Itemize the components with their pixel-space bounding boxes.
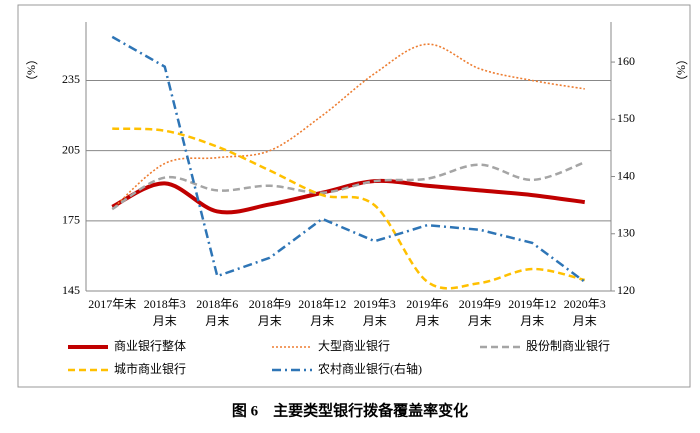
chart-frame — [17, 4, 691, 388]
series-line — [111, 178, 586, 215]
y-tick-label: 235 — [62, 72, 80, 86]
x-tick-label: 月末 — [153, 314, 177, 328]
y2-tick-label: 130 — [617, 226, 635, 240]
x-tick-label: 月末 — [205, 314, 229, 328]
y-tick-label: 175 — [62, 213, 80, 227]
series-line — [111, 35, 586, 283]
x-tick-label: 2019年3 — [354, 297, 396, 311]
y2-axis-label: （%） — [674, 53, 688, 87]
x-tick-label: 月末 — [520, 314, 544, 328]
y-tick-label: 145 — [62, 283, 80, 297]
x-tick-label: 2018年12 — [298, 297, 346, 311]
x-tick-label: 2020年3 — [564, 297, 606, 311]
y2-tick-label: 120 — [617, 283, 635, 297]
x-tick-label: 月末 — [258, 314, 282, 328]
legend-label: 股份制商业银行 — [526, 338, 610, 353]
caption: 图 6 主要类型银行拨备覆盖率变化 — [232, 401, 468, 419]
x-tick-label: 2019年9 — [459, 297, 501, 311]
x-tick-label: 月末 — [415, 314, 439, 328]
legend-label: 农村商业银行(右轴) — [318, 361, 422, 376]
x-tick-label: 2017年末 — [88, 297, 136, 311]
x-tick-label: 月末 — [363, 314, 387, 328]
legend-label: 商业银行整体 — [114, 338, 186, 353]
y-axis-label: （%） — [24, 53, 38, 87]
y2-tick-label: 150 — [617, 111, 635, 125]
x-tick-label: 2019年12 — [508, 297, 556, 311]
series-line — [112, 127, 586, 290]
legend-label: 大型商业银行 — [318, 338, 390, 353]
legend-label: 城市商业银行 — [114, 361, 186, 376]
x-tick-label: 月末 — [573, 314, 597, 328]
x-tick-label: 2018年9 — [249, 297, 291, 311]
x-tick-label: 2019年6 — [406, 297, 448, 311]
x-tick-label: 2018年3 — [144, 297, 186, 311]
series-line — [111, 161, 586, 211]
x-tick-label: 月末 — [310, 314, 334, 328]
y2-tick-label: 140 — [617, 168, 635, 182]
y2-tick-label: 160 — [617, 54, 635, 68]
x-tick-label: 2018年6 — [196, 297, 238, 311]
x-tick-label: 月末 — [468, 314, 492, 328]
y-tick-label: 205 — [62, 142, 80, 156]
